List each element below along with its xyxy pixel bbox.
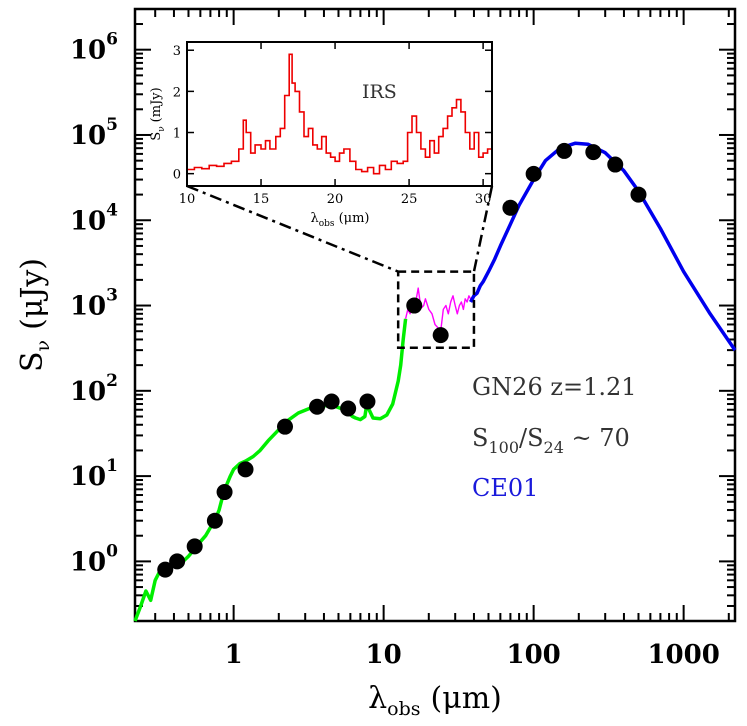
y-tick-label: 100 (70, 541, 118, 577)
data-point (556, 142, 573, 159)
ratio-sub1: 100 (488, 438, 519, 457)
inset-line-layer (187, 53, 493, 175)
data-point (607, 156, 624, 173)
data-point (186, 538, 203, 555)
y-tick-label: 102 (70, 371, 118, 407)
inset-y-tick-label: 3 (173, 44, 181, 59)
data-point (157, 561, 174, 578)
inset-y-title: Sν(mJy) (149, 87, 167, 140)
data-point (585, 144, 602, 161)
data-point (502, 199, 519, 216)
inset-y-tick-label: 1 (173, 127, 181, 142)
inset-ticks: 10 15 20 25 30 0 1 2 3 (173, 42, 492, 207)
data-point (432, 327, 449, 344)
inset-background (187, 42, 492, 186)
zoom-connector-right (472, 185, 494, 272)
inset-y-tick-label: 0 (173, 168, 181, 183)
y-tick-label: 101 (70, 456, 118, 492)
data-points (157, 142, 647, 578)
x-tick-label: 1000 (647, 640, 719, 670)
inset-frame (186, 41, 493, 187)
model-label: CE01 (472, 474, 538, 502)
ratio-sub2: 24 (544, 438, 564, 457)
ratio-tail: ~ 70 (564, 424, 630, 452)
zoom-indicator (186, 184, 494, 349)
ratio-label: S100/S24 ~ 70 (472, 424, 630, 457)
y-tick-label: 106 (70, 30, 118, 66)
data-point (340, 400, 357, 417)
data-point (169, 553, 186, 570)
data-point (216, 484, 233, 501)
inset-x-tick-label: 10 (179, 192, 196, 207)
data-point (206, 512, 223, 529)
y-tick-label: 104 (70, 200, 118, 236)
inset-title: IRS (362, 81, 397, 103)
data-point (309, 398, 326, 415)
data-point (359, 393, 376, 410)
ratio-mid: /S (519, 424, 544, 452)
plot-frame (133, 7, 737, 623)
data-point (277, 418, 293, 435)
inset-x-tick-label: 20 (327, 192, 344, 207)
x-axis-ticks: 1 10 100 1000 (154, 9, 730, 670)
data-point (406, 297, 423, 314)
data-point (323, 393, 340, 410)
inset-x-title: λobs (μm) (311, 211, 370, 229)
data-point (237, 461, 254, 478)
inset-spectrum-line (187, 53, 493, 175)
x-axis-title: λobs (μm) (368, 681, 502, 720)
x-tick-label: 1 (225, 640, 243, 670)
inset-x-tick-label: 30 (475, 192, 492, 207)
zoom-box (396, 270, 476, 349)
x-tick-label: 100 (506, 640, 560, 670)
source-name-label: GN26 z=1.21 (472, 373, 637, 401)
y-axis-title: Sν(μJy) (15, 258, 54, 372)
ratio-s: S (472, 424, 488, 452)
y-tick-label: 103 (70, 286, 118, 322)
inset-y-tick-label: 2 (173, 85, 181, 100)
data-point (525, 165, 542, 182)
x-tick-label: 10 (366, 640, 402, 670)
inset-irs-spectrum: 10 15 20 25 30 0 1 2 3 IRS λobs (μm) Sν(mJy) (149, 41, 493, 229)
inset-x-tick-label: 25 (401, 192, 418, 207)
data-point (630, 186, 647, 203)
inset-x-tick-label: 15 (253, 192, 270, 207)
y-tick-label: 105 (70, 115, 118, 151)
